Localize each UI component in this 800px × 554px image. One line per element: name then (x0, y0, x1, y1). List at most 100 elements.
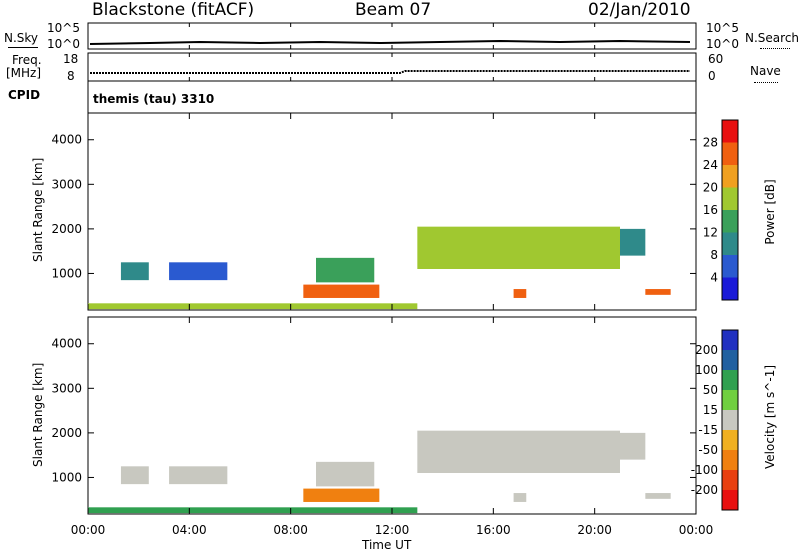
date-title: 02/Jan/2010 (588, 0, 691, 20)
power-ytick-label-2000: 2000 (51, 222, 82, 236)
velocity-colorbar-tick-4: 15 (703, 403, 718, 417)
power-region-6 (513, 289, 527, 298)
freq-label: Freq. (12, 53, 42, 67)
velocity-region-7 (620, 432, 646, 460)
nsky-bottom-tick: 10^0 (47, 37, 80, 51)
velocity-y-ticks: 1000 2000 3000 4000 (51, 337, 696, 484)
cpid-label: CPID (8, 88, 41, 102)
power-colorbar-tick-5: 24 (703, 158, 718, 172)
power-colorbar-cell-6 (722, 142, 738, 165)
freq-strip-frame (87, 52, 697, 82)
x-ticks: 00:00 04:00 08:00 12:00 16:00 20:00 00:00 (71, 23, 713, 537)
velocity-colorbar-tick-7: 200 (695, 343, 718, 357)
power-data-regions (88, 226, 671, 310)
power-region-3 (303, 284, 380, 298)
velocity-ytick-label-3000: 3000 (51, 381, 82, 395)
power-region-4 (316, 257, 375, 283)
power-region-1 (120, 262, 149, 281)
x-tick-label-0: 00:00 (71, 523, 106, 537)
power-colorbar-tick-3: 16 (703, 203, 718, 217)
power-colorbar-tick-0: 4 (710, 271, 718, 285)
power-y-ticks: 1000 2000 3000 4000 (51, 133, 696, 280)
nsky-trace (89, 39, 691, 45)
velocity-y-label: Slant Range [km] (31, 362, 45, 467)
power-colorbar-cell-2 (722, 232, 738, 255)
power-colorbar-cell-1 (722, 255, 738, 278)
power-ytick-label-4000: 4000 (51, 133, 82, 147)
velocity-colorbar-cell-2 (722, 450, 738, 470)
cpid-strip-frame (87, 80, 697, 114)
freq-unit-label: [MHz] (6, 66, 42, 80)
velocity-region-2 (169, 466, 228, 485)
power-colorbar-cell-0 (722, 277, 738, 300)
velocity-colorbar-tick-5: 50 (703, 383, 718, 397)
nsky-top-tick: 10^5 (47, 21, 80, 35)
velocity-colorbar-cell-6 (722, 370, 738, 390)
power-colorbar-tick-4: 20 (703, 181, 718, 195)
velocity-ytick-label-1000: 1000 (51, 470, 82, 484)
velocity-colorbar-cell-5 (722, 390, 738, 410)
power-colorbar-label: Power [dB] (763, 179, 777, 245)
x-axis-label: Time UT (362, 538, 412, 552)
power-y-label: Slant Range [km] (31, 157, 45, 262)
velocity-colorbar: -200 -100 -50 -15 15 50 100 200 (691, 329, 739, 511)
velocity-colorbar-cell-0 (722, 490, 738, 510)
velocity-region-4 (316, 461, 375, 487)
nsearch-label: N.Search (745, 31, 800, 45)
power-ytick-label-1000: 1000 (51, 266, 82, 280)
power-colorbar-frame (721, 119, 739, 301)
velocity-colorbar-tick-6: 100 (695, 363, 718, 377)
nsearch-legend-line (760, 48, 790, 49)
freq-bottom-tick: 8 (67, 69, 75, 83)
power-colorbar-tick-1: 8 (710, 248, 718, 262)
x-tick-label-3: 12:00 (375, 523, 410, 537)
nsearch-bottom-tick: 10^0 (706, 37, 739, 51)
nsky-label: N.Sky (4, 31, 39, 45)
velocity-ytick-label-2000: 2000 (51, 426, 82, 440)
power-ytick-label-3000: 3000 (51, 177, 82, 191)
power-region-8 (645, 289, 671, 295)
velocity-colorbar-label: Velocity [m s^-1] (763, 364, 777, 470)
velocity-region-0 (88, 507, 418, 514)
velocity-colorbar-tick-3: -15 (698, 423, 718, 437)
x-tick-label-1: 04:00 (172, 523, 207, 537)
power-colorbar-cell-5 (722, 165, 738, 188)
velocity-region-8 (645, 493, 671, 499)
power-colorbar: 4 8 12 16 20 24 28 (703, 119, 739, 301)
power-colorbar-tick-2: 12 (703, 226, 718, 240)
velocity-region-1 (120, 466, 149, 485)
freq-trace (90, 70, 690, 74)
beam-title: Beam 07 (355, 0, 432, 20)
cpid-value: themis (tau) 3310 (93, 92, 215, 106)
velocity-colorbar-tick-2: -50 (698, 443, 718, 457)
power-region-0 (88, 303, 418, 310)
nave-bottom-tick: 0 (708, 69, 716, 83)
velocity-region-3 (303, 488, 380, 502)
velocity-colorbar-cell-7 (722, 350, 738, 370)
nave-label: Nave (750, 64, 781, 78)
velocity-colorbar-cell-3 (722, 430, 738, 450)
power-colorbar-cell-4 (722, 187, 738, 210)
nave-top-tick: 60 (708, 52, 724, 66)
velocity-colorbar-tick-0: -200 (691, 483, 718, 497)
nsearch-top-tick: 10^5 (706, 21, 739, 35)
velocity-colorbar-frame (721, 329, 739, 511)
velocity-ytick-label-4000: 4000 (51, 337, 82, 351)
power-panel-frame (87, 112, 697, 311)
velocity-colorbar-cell-1 (722, 470, 738, 490)
power-colorbar-cell-7 (722, 120, 738, 143)
nave-legend-line (754, 82, 778, 83)
x-tick-label-4: 16:00 (476, 523, 511, 537)
nsky-legend-line (8, 47, 38, 48)
power-region-2 (169, 262, 228, 281)
velocity-colorbar-cell-4 (722, 410, 738, 430)
velocity-region-5 (417, 430, 620, 473)
x-tick-label-2: 08:00 (273, 523, 308, 537)
velocity-colorbar-cell-8 (722, 330, 738, 350)
velocity-panel-frame (87, 316, 697, 515)
power-region-7 (620, 228, 646, 256)
velocity-region-6 (513, 493, 527, 502)
power-colorbar-tick-6: 28 (703, 136, 718, 150)
power-colorbar-cell-3 (722, 210, 738, 233)
